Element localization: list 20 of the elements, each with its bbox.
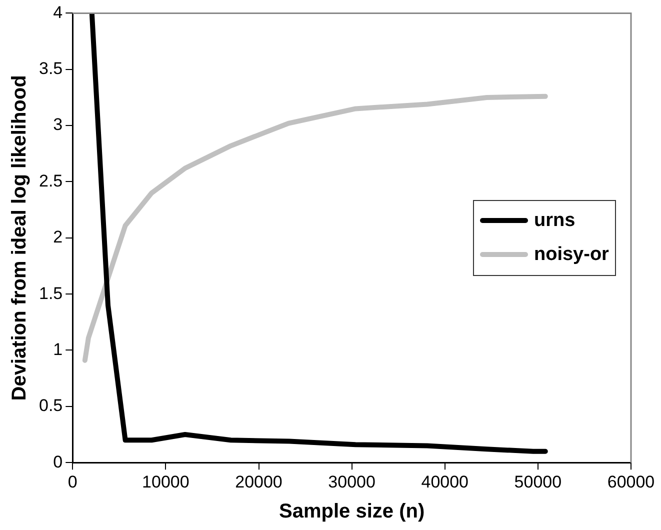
y-tick-label: 4 [53,2,63,22]
x-tick-label: 60000 [607,472,655,492]
y-tick-label: 1 [53,340,63,359]
x-tick-label: 20000 [235,472,282,492]
y-tick-label: 3.5 [38,59,63,78]
x-tick-label: 50000 [514,472,562,492]
y-tick-label: 2.5 [38,171,63,190]
y-tick-label: 1.5 [38,284,63,303]
x-tick-label: 30000 [328,472,376,492]
y-axis-title: Deviation from ideal log likelihood [8,75,31,401]
y-tick-label: 2 [53,228,63,247]
x-tick-label: 0 [68,472,78,492]
y-tick-label: 3 [53,115,63,134]
legend-label: noisy-or [534,244,609,266]
x-tick-label: 10000 [142,472,190,492]
y-tick-label: 0.5 [38,396,63,416]
x-tick-label: 40000 [421,472,469,492]
legend-label: urns [534,210,576,232]
y-tick-label: 0 [53,452,63,472]
x-axis-title: Sample size (n) [279,500,425,523]
